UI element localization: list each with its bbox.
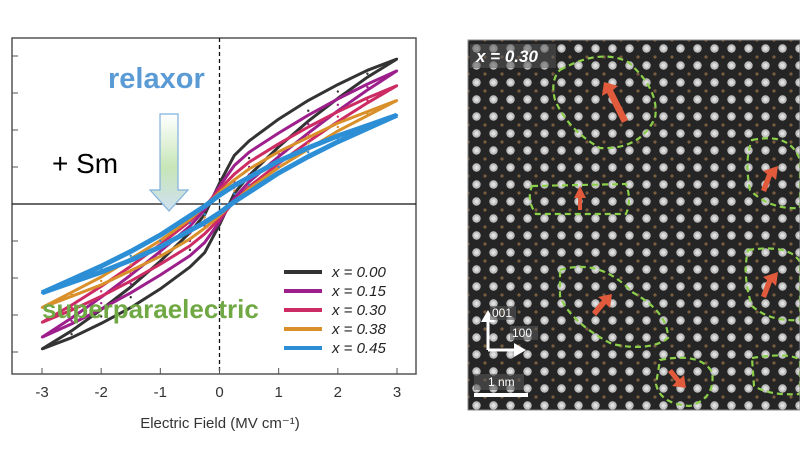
series-4-point (307, 151, 310, 154)
superparaelectric-annotation: superparaelectric (42, 294, 259, 324)
series-2-point (40, 321, 44, 324)
series-3-point (203, 216, 206, 219)
series-3-point (233, 189, 236, 192)
series-1-point (336, 103, 340, 107)
series-3-point (99, 279, 103, 283)
x-tick-label: 3 (393, 384, 401, 401)
sm-annotation: + Sm (52, 148, 118, 179)
legend-label-4: x = 0.45 (331, 340, 386, 357)
series-3-point (40, 306, 44, 309)
series-0-point (366, 72, 369, 75)
series-4-point (366, 125, 369, 129)
series-3-point (336, 125, 340, 129)
series-0-point (129, 296, 132, 299)
series-2-point (336, 115, 340, 118)
series-0-point (336, 90, 340, 93)
axis-label-100: 100 (512, 326, 532, 340)
series-0-point (247, 156, 251, 160)
series-3-point (395, 99, 399, 102)
polarization-arrows (574, 82, 778, 388)
series-4-point (159, 239, 162, 243)
series-4-point (188, 222, 192, 225)
x-axis-ticks: -3 -2 -1 0 1 2 3 (35, 368, 401, 401)
series-4-point (70, 279, 73, 283)
scale-bar (474, 393, 528, 397)
down-arrow-icon (148, 113, 190, 212)
series-1-point (366, 85, 369, 89)
legend-label-1: x = 0.15 (331, 283, 386, 300)
series-0-point (40, 347, 44, 351)
series-4-point (233, 192, 236, 195)
legend-label-2: x = 0.30 (331, 302, 386, 319)
series-0-point (395, 57, 399, 61)
x-tick-label: 0 (215, 384, 223, 401)
series-4-lower-branch (41, 112, 399, 296)
series-1-point (40, 336, 44, 339)
series-4-point (203, 213, 206, 216)
series-4-point (247, 183, 251, 186)
legend-label-0: x = 0.00 (331, 264, 386, 281)
series-2-point (366, 99, 369, 102)
series-4-point (40, 291, 44, 294)
x-tick-label: 1 (274, 384, 282, 401)
series-4-point (218, 202, 221, 206)
atomic-image-panel: x = 0.30 001 100 1 nm (467, 39, 800, 411)
legend: x = 0.00 x = 0.15 x = 0.30 x = 0.38 x = 0.45 (284, 264, 386, 357)
series-2-point (307, 133, 310, 136)
series-2-point (395, 84, 399, 87)
series-4-upper-branch (40, 112, 398, 296)
x-tick-label: -1 (154, 384, 167, 401)
series-group (40, 57, 399, 351)
relaxor-annotation: relaxor (108, 63, 205, 95)
series-4-point (336, 137, 340, 141)
zero-lines (12, 38, 416, 374)
series-3-point (70, 293, 73, 296)
series-1-point (395, 69, 399, 73)
x-axis-title: Electric Field (MV cm⁻¹) (140, 415, 300, 432)
x-tick-label: -3 (35, 384, 48, 401)
polar-regions (528, 55, 800, 408)
hysteresis-chart: -3 -2 -1 0 1 2 3 Electric Field (MV cm⁻¹) x = … (11, 37, 417, 432)
image-label: x = 0.30 (475, 47, 538, 66)
series-2-point (70, 306, 73, 309)
x-tick-label: -2 (94, 384, 107, 401)
series-0-point (188, 248, 192, 252)
y-axis-ticks (12, 55, 18, 353)
axis-label-001: 001 (492, 306, 512, 320)
series-1-point (307, 122, 310, 126)
series-4-point (277, 165, 280, 169)
series-0-point (70, 333, 73, 336)
series-3-point (129, 263, 132, 266)
series-4 (40, 112, 399, 296)
series-1-point (70, 319, 73, 323)
series-2-point (99, 290, 103, 293)
series-1-point (129, 282, 132, 286)
series-4-point (395, 114, 399, 117)
series-0-point (307, 109, 310, 112)
series-4-point (129, 254, 132, 257)
series-1-point (99, 301, 103, 305)
series-2-point (129, 272, 132, 275)
series-0-point (99, 315, 103, 318)
series-3-point (307, 142, 310, 145)
atomic-lattice-image (468, 40, 800, 410)
series-3-point (366, 112, 369, 115)
x-tick-label: 2 (334, 384, 342, 401)
legend-label-3: x = 0.38 (331, 321, 386, 338)
scale-bar-label: 1 nm (488, 375, 515, 389)
series-4-point (99, 267, 103, 271)
